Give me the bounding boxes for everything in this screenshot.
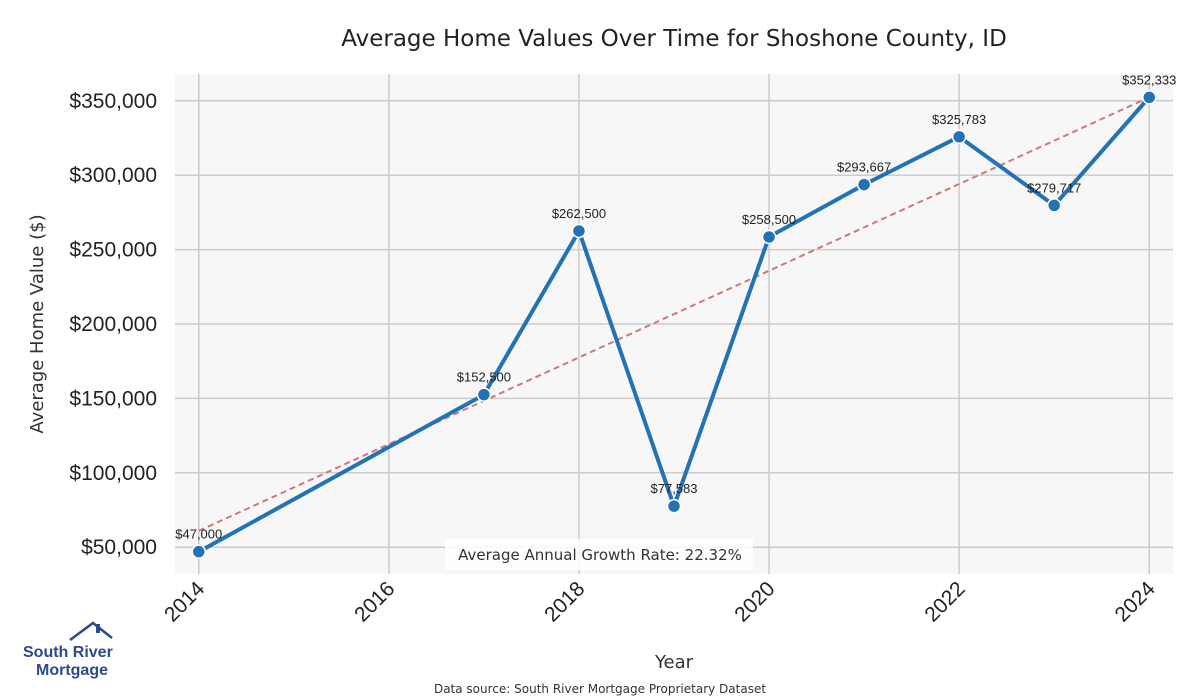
logo-line2: Mortgage	[36, 662, 108, 679]
data-label: $325,783	[932, 112, 986, 127]
x-tick-label: 2024	[1110, 577, 1160, 627]
x-tick-label: 2018	[540, 577, 589, 626]
house-roof-icon	[69, 621, 113, 642]
x-tick-label: 2014	[160, 577, 210, 627]
logo-line1: South River	[23, 644, 113, 661]
data-label: $293,667	[837, 160, 891, 175]
data-label: $258,500	[742, 212, 796, 227]
data-point	[476, 387, 492, 402]
data-source-note: Data source: South River Mortgage Propri…	[434, 682, 766, 696]
x-tick-label: 2022	[920, 577, 969, 626]
data-point	[951, 129, 967, 145]
y-tick-label: $150,000	[69, 387, 157, 410]
y-tick-label: $250,000	[69, 239, 157, 262]
data-labels: $47,000 $152,500 $262,500 $77,583 $258,500 $2…	[175, 72, 1176, 541]
data-label: $352,333	[1122, 72, 1176, 87]
y-tick-label: $50,000	[81, 536, 157, 559]
y-axis-title: Average Home Value ($)	[27, 214, 48, 433]
data-point	[571, 223, 587, 239]
growth-rate-box	[445, 539, 753, 570]
south-river-mortgage-logo: South River Mortgage	[23, 621, 113, 679]
data-label: $262,500	[552, 206, 606, 221]
data-point	[191, 544, 207, 559]
data-point	[1046, 198, 1062, 213]
data-point	[856, 177, 872, 192]
series	[191, 90, 1157, 559]
x-axis: 2014 2016 2018 2020 2022 2024	[160, 577, 1160, 627]
trend	[198, 96, 1150, 532]
x-axis-title: Year	[654, 652, 694, 673]
data-label: $47,000	[175, 527, 222, 542]
y-tick-label: $200,000	[69, 313, 157, 336]
grid	[175, 74, 1173, 574]
data-label: $279,717	[1027, 180, 1081, 195]
x-tick-label: 2016	[350, 577, 399, 626]
y-tick-label: $300,000	[69, 164, 157, 187]
chimney-icon	[96, 624, 100, 633]
y-tick-label: $350,000	[69, 90, 157, 113]
chart-title: Average Home Values Over Time for Shosho…	[341, 26, 1007, 52]
growth-rate-annotation: Average Annual Growth Rate: 22.32%	[458, 546, 742, 564]
data-label: $152,500	[457, 370, 511, 385]
data-label: $77,583	[651, 481, 698, 496]
y-axis: $50,000 $100,000 $150,000 $200,000 $250,000 $…	[69, 90, 157, 559]
data-point	[761, 229, 777, 245]
data-point	[1141, 90, 1157, 105]
trend-line	[198, 96, 1150, 532]
data-point	[666, 498, 682, 514]
x-tick-label: 2020	[730, 577, 779, 626]
y-tick-label: $100,000	[69, 462, 157, 485]
